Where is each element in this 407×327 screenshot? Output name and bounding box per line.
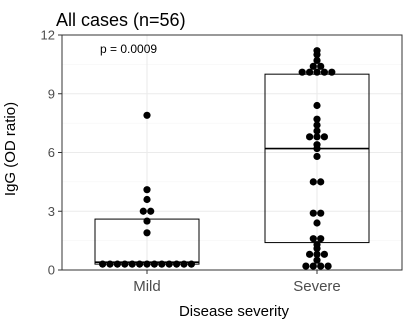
data-point (313, 240, 321, 249)
data-point (317, 262, 325, 270)
data-point (128, 260, 136, 268)
data-point (143, 195, 151, 204)
data-point (313, 115, 321, 123)
data-point (320, 68, 328, 76)
data-point (143, 186, 151, 194)
p-value-annotation: p = 0.0009 (100, 42, 157, 56)
y-tick-label: 12 (41, 28, 55, 43)
data-point (309, 178, 317, 186)
data-point (313, 101, 321, 110)
data-point (313, 47, 321, 55)
data-point (99, 260, 107, 268)
data-point (328, 68, 336, 76)
data-point (309, 209, 317, 217)
data-point (180, 260, 188, 268)
data-point (136, 260, 144, 268)
x-axis-title: Disease severity (179, 303, 290, 320)
data-point (313, 133, 321, 141)
data-point (313, 219, 321, 227)
data-point (313, 141, 321, 149)
data-point (306, 250, 314, 258)
data-point (187, 260, 195, 268)
y-tick-label: 0 (48, 263, 55, 278)
y-tick-label: 9 (48, 86, 55, 101)
data-point (165, 260, 173, 268)
data-point (306, 68, 314, 76)
data-point (173, 260, 181, 268)
data-point (306, 133, 314, 141)
data-point (309, 62, 317, 70)
data-point (302, 262, 310, 270)
data-point (139, 207, 147, 215)
data-point (143, 260, 151, 268)
data-point (320, 250, 328, 258)
data-point (313, 127, 321, 135)
data-point (317, 178, 325, 186)
data-point (121, 260, 129, 268)
data-point (158, 260, 166, 268)
panel-border (61, 34, 403, 271)
data-point (320, 133, 328, 141)
data-point (313, 250, 321, 258)
data-point (309, 235, 317, 243)
data-point (313, 256, 321, 264)
y-tick-label: 6 (48, 145, 55, 160)
data-point (313, 121, 321, 129)
data-point (150, 260, 158, 268)
x-tick-label-severe: Severe (293, 278, 341, 295)
data-point (317, 235, 325, 243)
data-point (147, 207, 155, 215)
data-point (313, 56, 321, 65)
data-point (317, 209, 325, 217)
chart-title: All cases (n=56) (56, 10, 186, 30)
data-point (309, 262, 317, 270)
data-point (143, 229, 151, 237)
x-tick-label-mild: Mild (133, 278, 161, 295)
data-point (317, 62, 325, 70)
data-point (113, 260, 121, 268)
data-point (324, 262, 332, 270)
data-point (298, 68, 306, 76)
data-point (143, 111, 151, 119)
y-axis-title: IgG (OD ratio) (2, 102, 19, 196)
data-point (143, 217, 151, 225)
data-point (313, 152, 321, 161)
y-tick-label: 3 (48, 204, 55, 219)
data-point (106, 260, 114, 268)
data-point (313, 68, 321, 76)
